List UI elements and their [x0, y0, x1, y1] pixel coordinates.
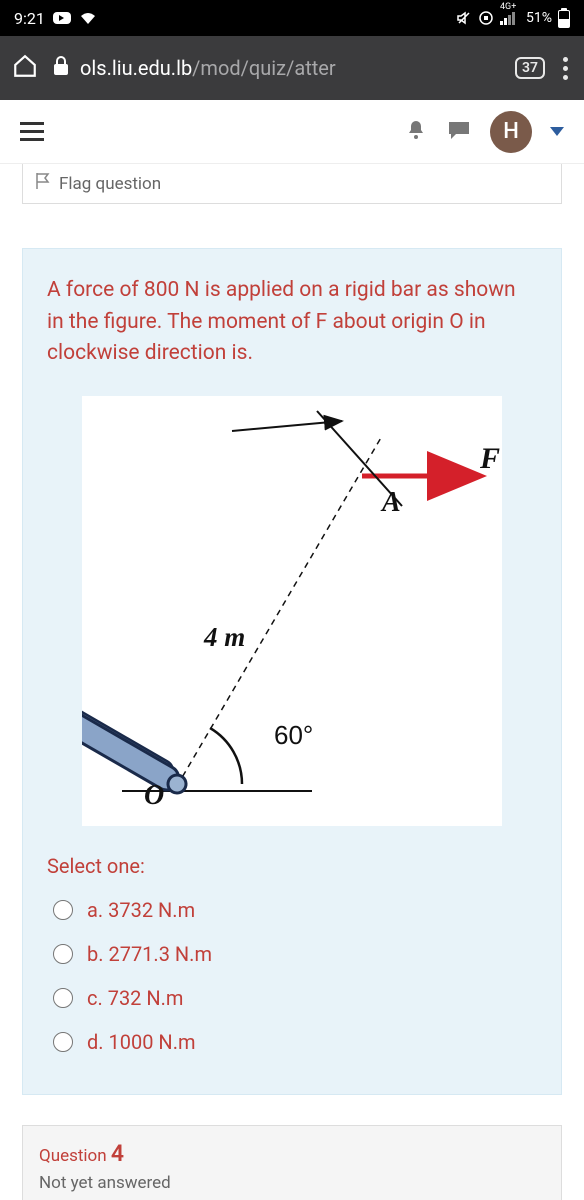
home-icon[interactable] [12, 53, 38, 83]
question-state: Not yet answered [39, 1173, 545, 1193]
option-c[interactable]: c. 732 N.m [47, 976, 537, 1020]
wifi-icon [79, 11, 97, 25]
question-text: A force of 800 N is applied on a rigid b… [47, 275, 537, 370]
battery-icon [558, 8, 570, 28]
rotate-lock-icon [478, 10, 494, 26]
figure-length-label: 4 m [203, 622, 245, 652]
figure-point-a: A [380, 487, 401, 518]
figure-force-label: F [479, 442, 500, 475]
question-card: A force of 800 N is applied on a rigid b… [22, 248, 562, 1095]
select-one-label: Select one: [47, 854, 537, 878]
page-content: H Flag question A force of 800 N is appl… [0, 100, 584, 1200]
user-menu-caret-icon[interactable] [550, 127, 564, 136]
option-c-label: c. 732 N.m [87, 986, 183, 1010]
question-status-card: Question 4 Not yet answered [22, 1125, 562, 1200]
mute-icon [456, 10, 472, 26]
figure-angle-label: 60° [274, 720, 313, 750]
url-path: /mod/quiz/atter [192, 56, 336, 80]
tab-count-badge[interactable]: 37 [515, 57, 545, 79]
options-group: a. 3732 N.m b. 2771.3 N.m c. 732 N.m d. … [47, 888, 537, 1064]
browser-menu-icon[interactable] [559, 53, 572, 84]
option-d-label: d. 1000 N.m [87, 1030, 196, 1054]
android-status-bar: 9:21 4G+ 51% [0, 0, 584, 36]
option-b[interactable]: b. 2771.3 N.m [47, 932, 537, 976]
option-a-radio[interactable] [53, 900, 73, 920]
option-b-radio[interactable] [53, 944, 73, 964]
browser-toolbar: ols.liu.edu.lb/mod/quiz/atter 37 [0, 36, 584, 100]
option-b-label: b. 2771.3 N.m [87, 942, 212, 966]
url-domain: ols.liu.edu.lb [80, 56, 192, 80]
signal-icon: 4G+ [500, 11, 520, 25]
avatar[interactable]: H [490, 111, 532, 153]
youtube-icon [53, 12, 71, 24]
hamburger-menu-icon[interactable] [20, 122, 44, 141]
status-time: 9:21 [14, 9, 45, 28]
option-d[interactable]: d. 1000 N.m [47, 1020, 537, 1064]
question-figure: F A 4 m 60° O [82, 396, 502, 826]
lock-icon [52, 56, 70, 81]
option-a[interactable]: a. 3732 N.m [47, 888, 537, 932]
notifications-icon[interactable] [404, 118, 428, 146]
option-d-radio[interactable] [53, 1032, 73, 1052]
flag-label: Flag question [59, 174, 161, 194]
flag-question-button[interactable]: Flag question [22, 164, 562, 204]
option-a-label: a. 3732 N.m [87, 898, 195, 922]
figure-point-o: O [144, 780, 164, 811]
messages-icon[interactable] [446, 118, 472, 146]
flag-icon [35, 172, 51, 195]
site-topbar: H [0, 100, 584, 164]
question-number: Question 4 [39, 1140, 545, 1167]
option-c-radio[interactable] [53, 988, 73, 1008]
url-bar[interactable]: ols.liu.edu.lb/mod/quiz/atter [52, 56, 501, 81]
battery-text: 51% [526, 10, 552, 26]
